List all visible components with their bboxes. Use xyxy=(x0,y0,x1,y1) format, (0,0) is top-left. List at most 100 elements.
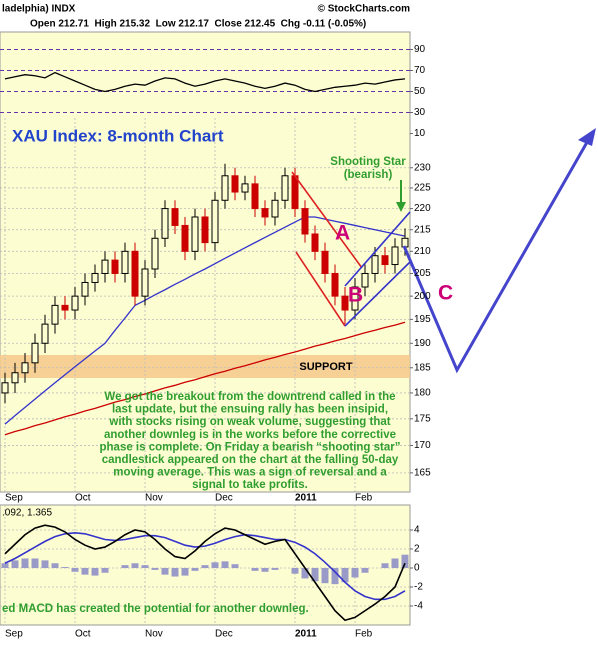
candle-body xyxy=(91,272,99,283)
y-tick-label: 50 xyxy=(414,86,426,97)
x-tick-label: Oct xyxy=(75,629,91,640)
histogram-bar xyxy=(91,567,99,576)
candle-body xyxy=(211,199,219,244)
annotation: (bearish) xyxy=(344,169,393,181)
candle-body xyxy=(351,286,359,311)
histogram-bar xyxy=(151,567,159,570)
candle-body xyxy=(21,362,29,374)
y-tick-label: 170 xyxy=(414,440,431,451)
commentary: candlestick appeared on the chart at the… xyxy=(102,454,399,466)
y-tick-label: 165 xyxy=(414,468,431,479)
candle-body xyxy=(251,183,259,210)
y-tick-label: 185 xyxy=(414,362,431,373)
candle-body xyxy=(201,216,209,244)
x-tick-label: Sep xyxy=(5,629,23,640)
support-label: SUPPORT xyxy=(299,361,352,373)
y-tick-label: 225 xyxy=(414,183,431,194)
histogram-bar xyxy=(221,561,229,568)
x-tick-label: Feb xyxy=(355,629,373,640)
x-tick-label: Feb xyxy=(355,493,373,504)
quote: Open 212.71 High 215.32 Low 212.17 Close… xyxy=(30,19,366,30)
histogram-bar xyxy=(131,563,139,568)
candle-body xyxy=(301,208,309,235)
histogram-bar xyxy=(331,567,339,585)
annotation: C xyxy=(438,282,453,305)
annotation: Shooting Star xyxy=(330,156,406,168)
histogram-bar xyxy=(201,565,209,568)
histogram-bar xyxy=(81,567,89,575)
candle-body xyxy=(111,259,119,274)
y-tick-label: 4 xyxy=(414,525,420,536)
histogram-bar xyxy=(351,567,359,578)
panel xyxy=(0,118,410,492)
candle-body xyxy=(61,304,69,311)
histogram-bar xyxy=(231,564,239,568)
line xyxy=(4,532,406,601)
histogram-bar xyxy=(11,560,19,568)
histogram-bar xyxy=(341,567,349,583)
y-tick-label: 10 xyxy=(414,128,426,139)
y-tick-label: 215 xyxy=(414,224,431,235)
candle-body xyxy=(161,208,169,239)
x-tick-label: Sep xyxy=(5,493,23,504)
candle-body xyxy=(371,255,379,274)
histogram-bar xyxy=(401,554,409,568)
y-tick-label: 2 xyxy=(414,544,420,555)
candle-body xyxy=(331,272,339,297)
macd-legend: .092, 1.365 xyxy=(2,508,52,519)
y-tick-label: 205 xyxy=(414,268,431,279)
commentary: phase is complete. On Friday a bearish “… xyxy=(100,441,401,453)
histogram-bar xyxy=(71,567,79,572)
candle-body xyxy=(291,175,299,210)
histogram-bar xyxy=(31,558,39,568)
histogram-bar xyxy=(251,567,259,571)
candle-body xyxy=(261,208,269,218)
histogram-bar xyxy=(311,567,319,582)
histogram-bar xyxy=(291,567,299,574)
candle-body xyxy=(281,175,289,201)
histogram-bar xyxy=(51,563,59,568)
y-tick-label: -2 xyxy=(414,582,423,593)
y-tick-label: 220 xyxy=(414,203,431,214)
y-tick-label: 180 xyxy=(414,388,431,399)
histogram-bar xyxy=(61,567,69,568)
trend-line xyxy=(344,261,411,327)
candle-body xyxy=(391,246,399,266)
histogram-bar xyxy=(211,562,219,568)
commentary: another downleg is in the works before t… xyxy=(104,429,396,441)
candle-body xyxy=(51,304,59,325)
y-tick-label: 195 xyxy=(414,314,431,325)
annotation: ed MACD has created the potential for an… xyxy=(2,603,309,615)
candle-body xyxy=(321,250,329,274)
x-tick-label: Nov xyxy=(145,493,163,504)
line xyxy=(4,321,406,436)
trend-lines xyxy=(291,128,596,374)
candle-body xyxy=(191,216,199,252)
candle-body xyxy=(1,382,9,394)
candle-body xyxy=(121,250,129,274)
commentary: signal to take profits. xyxy=(192,479,308,491)
chart-title: XAU Index: 8-month Chart xyxy=(12,126,224,145)
histogram-bar xyxy=(321,567,329,584)
y-tick-label: 210 xyxy=(414,246,431,257)
candle-body xyxy=(131,250,139,297)
candle-body xyxy=(41,323,49,344)
histogram-bar xyxy=(261,567,269,572)
y-tick-label: 30 xyxy=(414,107,426,118)
histogram-bar xyxy=(21,558,29,568)
candle-body xyxy=(101,259,109,274)
histogram-bar xyxy=(161,567,169,575)
commentary: moving average. This was a sign of rever… xyxy=(113,467,387,479)
commentary: last update, but the ensuing rally has b… xyxy=(112,404,388,416)
y-tick-label: 90 xyxy=(414,44,426,55)
y-tick-label: 190 xyxy=(414,338,431,349)
commentary: We got the breakout from the downtrend c… xyxy=(104,391,395,403)
trend-line xyxy=(295,251,346,327)
histogram-bar xyxy=(381,563,389,568)
candle-body xyxy=(241,183,249,193)
line xyxy=(4,524,406,622)
histogram-bar xyxy=(1,563,9,568)
candle-body xyxy=(361,272,369,288)
x-tick-label: 2011 xyxy=(295,493,317,504)
y-tick-label: 230 xyxy=(414,162,431,173)
